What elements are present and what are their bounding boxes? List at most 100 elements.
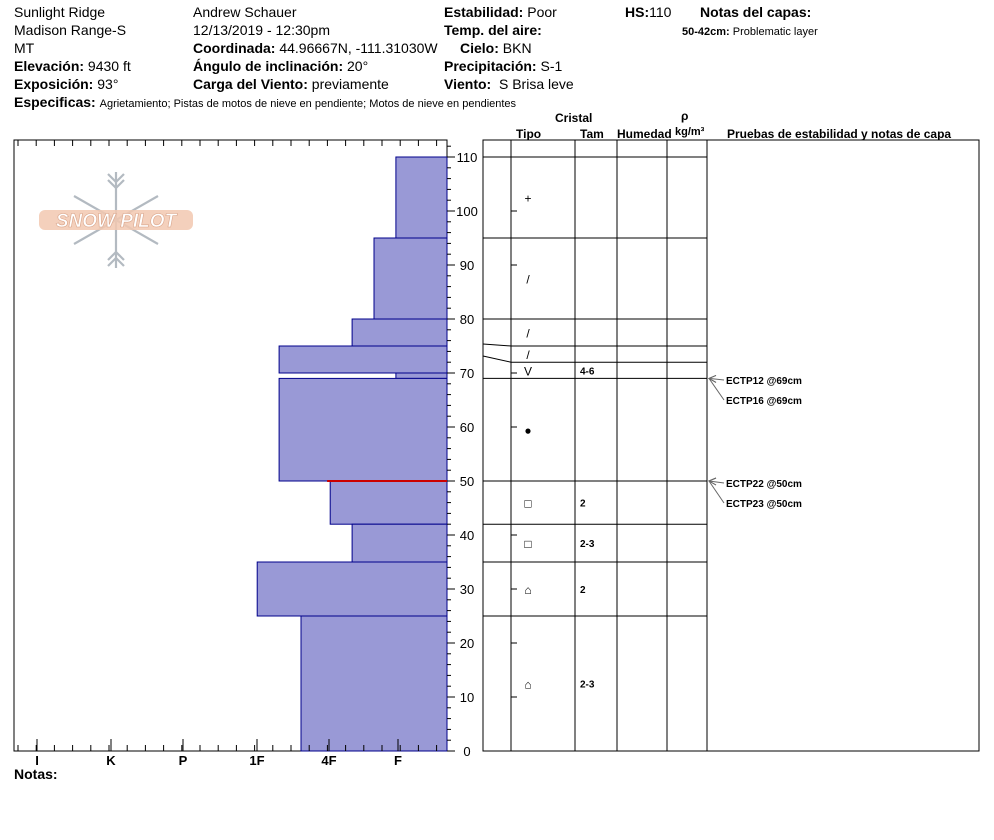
layer-boundary	[482, 343, 707, 347]
hs-value: 110	[649, 4, 672, 20]
hardness-bar	[395, 372, 448, 379]
grain-type-symbol: ●	[524, 424, 531, 438]
y-tick-label: 50	[460, 474, 474, 489]
precipitation: Precipitación: S-1	[444, 58, 562, 74]
test-arrow-line	[708, 480, 725, 504]
grain-size-label: 2	[580, 585, 586, 596]
x-tick-label: K	[106, 753, 116, 768]
x-tick-label: 4F	[321, 753, 336, 768]
hardness-bar	[329, 480, 448, 525]
test-arrow-line	[708, 480, 725, 484]
datetime: 12/13/2019 - 12:30pm	[193, 22, 330, 38]
specifics: Especificas: Agrietamiento; Pistas de mo…	[14, 94, 516, 112]
aspect-value: 93°	[97, 76, 119, 92]
grain-type-symbol: /	[526, 348, 530, 362]
wind-load-value: previamente	[311, 76, 389, 92]
notes-label: Notas:	[14, 766, 58, 782]
stability-test-label: ECTP16 @69cm	[726, 396, 802, 407]
y-tick-label: 10	[460, 690, 474, 705]
coordinates: Coordinada: 44.96667N, -111.31030W	[193, 40, 438, 56]
slope-value: 20°	[347, 58, 369, 74]
wind: Viento: S Brisa leve	[444, 76, 574, 92]
layer-table-frame	[482, 139, 980, 752]
test-arrow-head	[707, 374, 717, 383]
y-tick-label: 100	[456, 204, 478, 219]
slope-angle: Ángulo de inclinación: 20°	[193, 58, 368, 74]
y-tick-label: 70	[460, 366, 474, 381]
y-tick-label: 90	[460, 258, 474, 273]
wind-load-label: Carga del Viento:	[193, 76, 308, 92]
hardness-bar	[278, 345, 448, 374]
test-arrow-line	[708, 378, 725, 401]
x-tick-label: F	[394, 753, 402, 768]
grain-type-symbol: /	[526, 327, 530, 341]
test-arrow-head	[707, 477, 717, 486]
hardness-bar	[351, 523, 448, 563]
stability-value: Poor	[527, 4, 557, 20]
grain-size-label: 2	[580, 499, 586, 510]
stability-test-label: ECTP22 @50cm	[726, 479, 802, 490]
grain-type-symbol: V	[524, 364, 532, 378]
snow-height: HS:110	[625, 4, 671, 20]
layer-note-text: Problematic layer	[732, 26, 818, 38]
grain-type-symbol: □	[524, 497, 531, 511]
sky-label: Cielo:	[460, 40, 499, 56]
grain-size-label: 2-3	[580, 539, 595, 550]
grain-type-symbol: ⌂	[524, 583, 531, 597]
precip-label: Precipitación:	[444, 58, 537, 74]
grain-type-symbol: /	[526, 273, 530, 287]
snowflake-icon: SNOW PILOT	[39, 172, 193, 268]
hardness-bar	[256, 561, 448, 617]
col-type: Tipo	[516, 127, 542, 141]
layer-notes-label: Notas del capas:	[700, 4, 812, 20]
col-crystal: Cristal	[555, 111, 593, 125]
state: MT	[14, 40, 35, 56]
grain-type-symbol: □	[524, 537, 531, 551]
x-tick-label: 1F	[249, 753, 264, 768]
elevation: Elevación: 9430 ft	[14, 58, 131, 74]
stability-test-label: ECTP12 @69cm	[726, 376, 802, 387]
layer-note: 50-42cm: Problematic layer	[682, 24, 818, 40]
y-tick-label: 80	[460, 312, 474, 327]
sky-value: BKN	[502, 40, 532, 56]
elevation-value: 9430 ft	[87, 58, 131, 74]
y-tick-label: 0	[463, 744, 470, 759]
snowpilot-logo: SNOW PILOT	[36, 170, 196, 270]
air-temp-label: Temp. del aire:	[444, 22, 542, 38]
y-tick-label: 30	[460, 582, 474, 597]
wind-load: Carga del Viento: previamente	[193, 76, 389, 92]
stability-test-label: ECTP23 @50cm	[726, 499, 802, 510]
observer: Andrew Schauer	[193, 4, 297, 20]
col-density-unit: kg/m³	[675, 126, 705, 138]
grain-type-symbol: ⌂	[524, 678, 531, 692]
grain-type-symbol: +	[524, 192, 531, 206]
col-rho: ρ	[681, 109, 689, 123]
aspect-label: Exposición:	[14, 76, 94, 92]
slope-label: Ángulo de inclinación:	[193, 58, 344, 74]
location: Sunlight Ridge	[14, 4, 106, 20]
col-tests: Pruebas de estabilidad y notas de capa	[727, 127, 952, 141]
stability: Estabilidad: Poor	[444, 4, 557, 20]
x-tick-label: P	[179, 753, 188, 768]
y-tick-label: 40	[460, 528, 474, 543]
layer-boundary	[482, 355, 707, 363]
coord-value: 44.96667N, -111.31030W	[279, 40, 438, 56]
wind-value: S Brisa leve	[498, 76, 574, 92]
coord-label: Coordinada:	[193, 40, 276, 56]
hardness-bar	[395, 156, 448, 239]
specifics-value: Agrietamiento; Pistas de motos de nieve …	[99, 98, 517, 110]
stability-label: Estabilidad:	[444, 4, 524, 20]
wind-label: Viento:	[444, 76, 492, 92]
y-tick-label: 110	[457, 150, 478, 165]
sky: Cielo: BKN	[460, 40, 532, 56]
col-moisture: Humedad	[617, 127, 672, 141]
test-arrow-line	[708, 377, 725, 381]
precip-value: S-1	[540, 58, 563, 74]
air-temp: Temp. del aire:	[444, 22, 542, 38]
hardness-bar	[278, 377, 448, 482]
hardness-bar	[351, 318, 448, 347]
layer-note-depth: 50-42cm:	[682, 26, 730, 38]
x-tick-label: I	[35, 753, 39, 768]
elevation-label: Elevación:	[14, 58, 85, 74]
